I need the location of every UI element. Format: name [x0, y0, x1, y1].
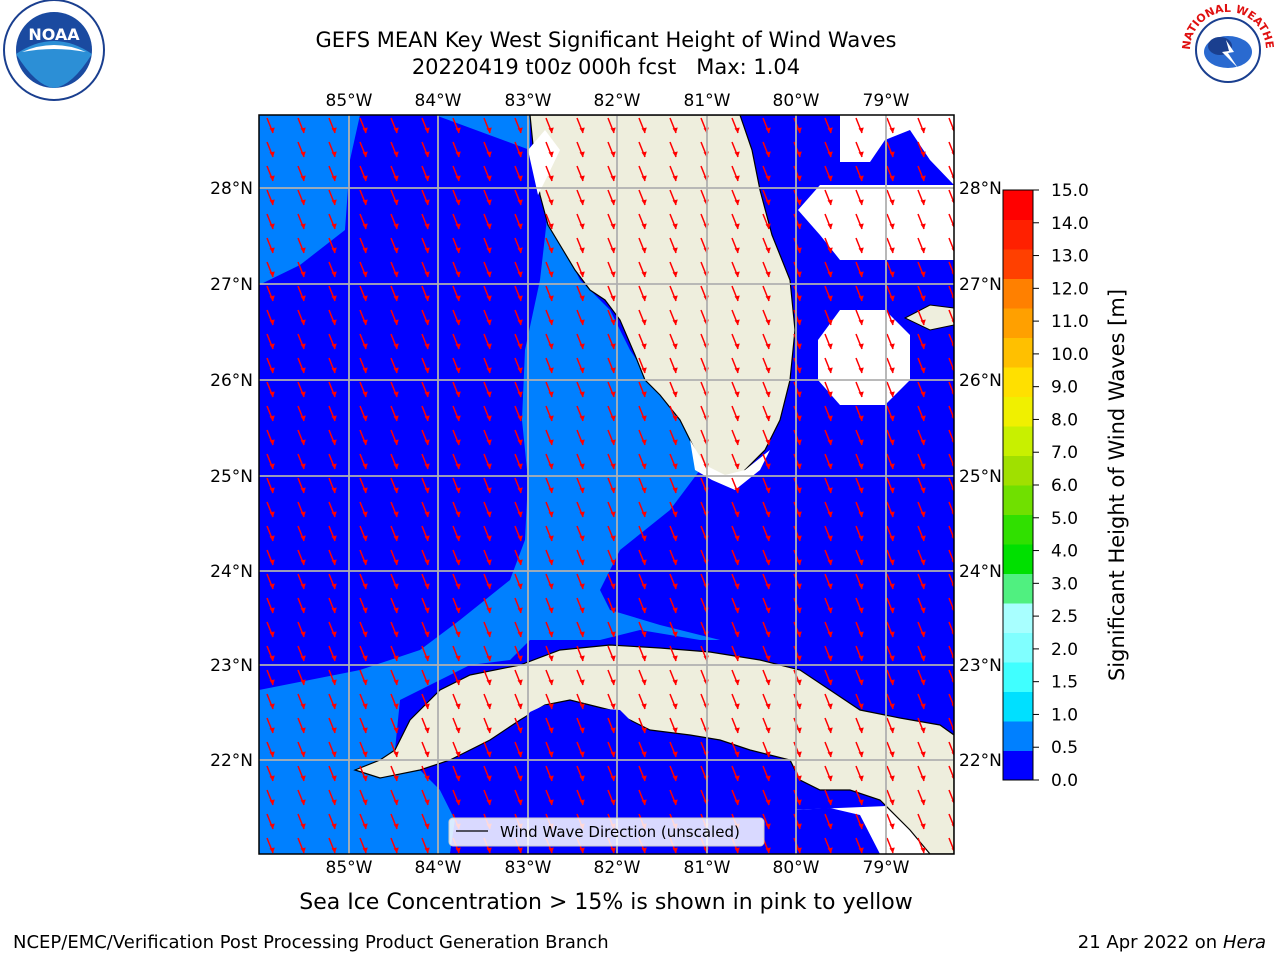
lat-tick-left: 26°N — [210, 371, 253, 391]
colorbar-tick-label: 7.0 — [1051, 443, 1078, 463]
lon-tick-top: 82°W — [594, 91, 641, 111]
colorbar-swatch — [1003, 190, 1033, 220]
lon-tick-top: 81°W — [684, 91, 731, 111]
colorbar-swatch — [1003, 426, 1033, 456]
colorbar-tick-label: 0.0 — [1051, 771, 1078, 791]
colorbar-swatch — [1003, 603, 1033, 633]
lon-tick-bottom: 82°W — [594, 858, 641, 878]
colorbar-swatch — [1003, 337, 1033, 368]
colorbar-tick-label: 5.0 — [1051, 509, 1078, 529]
colorbar-swatch — [1003, 249, 1033, 279]
colorbar-swatch — [1003, 278, 1033, 309]
footer-credit: NCEP/EMC/Verification Post Processing Pr… — [13, 932, 609, 953]
colorbar-swatch — [1003, 544, 1033, 574]
colorbar-tick-label: 2.5 — [1051, 607, 1078, 627]
lat-tick-right: 23°N — [959, 656, 1002, 676]
colorbar-swatch — [1003, 485, 1033, 515]
lat-tick-left: 23°N — [210, 656, 253, 676]
lon-tick-top: 84°W — [415, 91, 462, 111]
colorbar-tick-label: 10.0 — [1051, 345, 1089, 365]
colorbar-tick-label: 9.0 — [1051, 378, 1078, 398]
colorbar-tick-label: 1.5 — [1051, 673, 1078, 693]
noaa-logo-text: NOAA — [28, 25, 80, 44]
lon-tick-top: 83°W — [505, 91, 552, 111]
lat-tick-right: 24°N — [959, 562, 1002, 582]
lat-tick-right: 22°N — [959, 751, 1002, 771]
colorbar-tick-label: 11.0 — [1051, 312, 1089, 332]
colorbar-label: Significant Height of Wind Waves [m] — [1105, 289, 1129, 681]
colorbar-swatch — [1003, 721, 1033, 751]
colorbar-swatch — [1003, 455, 1033, 486]
colorbar-swatch — [1003, 662, 1033, 692]
lat-tick-left: 24°N — [210, 562, 253, 582]
colorbar-tick-label: 0.5 — [1051, 738, 1078, 758]
footer-date-text: 21 Apr 2022 on — [1077, 932, 1223, 953]
lat-tick-right: 28°N — [959, 179, 1002, 199]
wind-wave-direction-arrows — [259, 115, 954, 854]
lon-tick-bottom: 85°W — [326, 858, 373, 878]
colorbar-swatch — [1003, 750, 1033, 781]
footer-machine: Hera — [1222, 932, 1266, 953]
lon-tick-bottom: 83°W — [505, 858, 552, 878]
lat-tick-left: 25°N — [210, 467, 253, 487]
lat-tick-left: 27°N — [210, 275, 253, 295]
colorbar-tick-label: 1.0 — [1051, 705, 1078, 725]
colorbar-tick-label: 12.0 — [1051, 279, 1089, 299]
colorbar-swatch — [1003, 308, 1033, 338]
sea-ice-note: Sea Ice Concentration > 15% is shown in … — [299, 890, 913, 915]
chart-subtitle: 20220419 t00z 000h fcst Max: 1.04 — [411, 55, 801, 79]
noaa-logo: NOAA — [3, 0, 105, 101]
lon-tick-bottom: 81°W — [684, 858, 731, 878]
lon-tick-top: 80°W — [773, 91, 820, 111]
colorbar-swatch — [1003, 632, 1033, 663]
colorbar-swatch — [1003, 573, 1033, 604]
colorbar-tick-label: 2.0 — [1051, 640, 1078, 660]
chart-title: GEFS MEAN Key West Significant Height of… — [315, 28, 897, 52]
graticule — [259, 115, 954, 854]
lon-tick-top: 79°W — [863, 91, 910, 111]
colorbar-swatch — [1003, 396, 1033, 427]
colorbar-swatch — [1003, 691, 1033, 722]
lat-tick-right: 26°N — [959, 371, 1002, 391]
map-area: Wind Wave Direction (unscaled) — [259, 115, 954, 854]
colorbar: 0.0 0.5 1.0 1.5 2.0 2.5 3.0 4.0 5.0 6.0 7.0 8.0 9.0 1… — [1002, 181, 1089, 791]
colorbar-tick-label: 3.0 — [1051, 574, 1078, 594]
colorbar-tick-label: 4.0 — [1051, 542, 1078, 562]
lon-tick-bottom: 79°W — [863, 858, 910, 878]
lon-tick-top: 85°W — [326, 91, 373, 111]
colorbar-swatch — [1003, 514, 1033, 545]
colorbar-tick-label: 15.0 — [1051, 181, 1089, 201]
map-legend: Wind Wave Direction (unscaled) — [448, 817, 765, 847]
lon-tick-bottom: 84°W — [415, 858, 462, 878]
colorbar-swatch — [1003, 219, 1033, 250]
nws-logo: NATIONAL WEATHER SERVICE — [1176, 0, 1276, 96]
colorbar-swatch — [1003, 367, 1033, 397]
lat-tick-left: 22°N — [210, 751, 253, 771]
footer-date: 21 Apr 2022 on Hera — [1078, 932, 1266, 953]
lat-tick-right: 27°N — [959, 275, 1002, 295]
colorbar-tick-label: 13.0 — [1051, 247, 1089, 267]
colorbar-tick-label: 14.0 — [1051, 214, 1089, 234]
colorbar-tick-label: 6.0 — [1051, 476, 1078, 496]
lat-tick-left: 28°N — [210, 179, 253, 199]
lon-tick-bottom: 80°W — [773, 858, 820, 878]
legend-label: Wind Wave Direction (unscaled) — [500, 823, 740, 841]
map-frame — [258, 114, 955, 855]
colorbar-tick-label: 8.0 — [1051, 410, 1078, 430]
lat-tick-right: 25°N — [959, 467, 1002, 487]
